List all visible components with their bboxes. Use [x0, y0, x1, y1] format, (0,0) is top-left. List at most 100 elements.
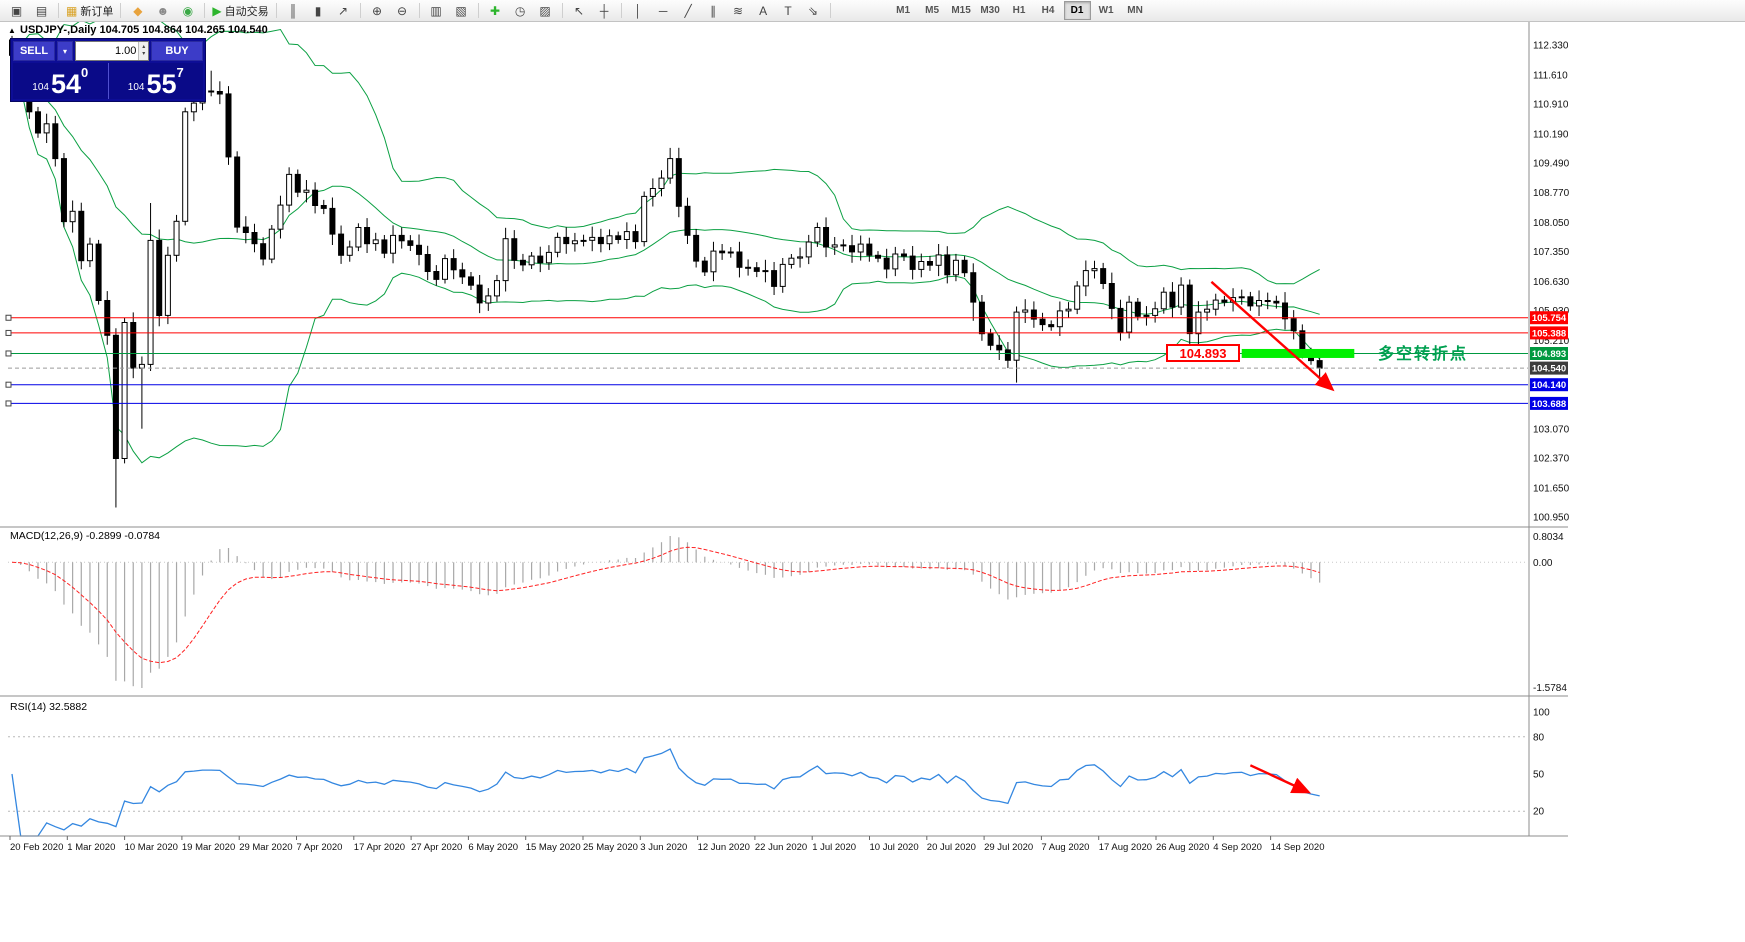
timeframe-m30[interactable]: M30 — [980, 5, 1000, 16]
price-chart[interactable]: 112.330 111.610 110.910 110.190 109.490 108.7… — [0, 22, 1745, 942]
vertical-line-icon[interactable]: │ — [626, 2, 651, 20]
date-label: 29 Jul 2020 — [984, 842, 1033, 853]
timeframe-m15[interactable]: M15 — [951, 5, 971, 16]
channel-icon[interactable]: ∥ — [701, 2, 726, 20]
trendline-icon[interactable]: ╱ — [676, 2, 701, 20]
bid-pip-digit: 0 — [81, 65, 89, 80]
timeframe-m1[interactable]: M1 — [896, 5, 911, 16]
timeframe-h1[interactable]: H1 — [1012, 5, 1026, 16]
date-label: 22 Jun 2020 — [755, 842, 807, 853]
rsi-indicator-label: RSI(14) 32.5882 — [10, 701, 88, 713]
candle — [632, 231, 639, 243]
line-anchor-marker[interactable] — [5, 314, 12, 321]
candle — [580, 239, 587, 242]
candle — [43, 123, 50, 134]
candle — [346, 246, 353, 256]
quote-display: 104 54 0 104 55 7 — [13, 63, 203, 99]
spin-up-icon[interactable]: ▴ — [142, 44, 146, 50]
candle — [320, 205, 327, 209]
bar-chart-icon[interactable]: ║ — [281, 2, 306, 20]
candlestick-chart-icon[interactable]: ▮ — [306, 2, 331, 20]
candle — [364, 227, 371, 245]
sell-button[interactable]: SELL — [13, 41, 55, 61]
date-label: 26 Aug 2020 — [1156, 842, 1209, 853]
turning-point-note[interactable]: 多空转折点 — [1378, 346, 1469, 363]
date-label: 4 Sep 2020 — [1213, 842, 1262, 853]
label-tool-icon[interactable]: T — [776, 2, 801, 20]
timeframe-mn[interactable]: MN — [1127, 5, 1143, 16]
candle — [935, 254, 942, 266]
profiles-window-icon[interactable]: ▤ — [29, 2, 54, 20]
bar-chart-icon: ║ — [288, 3, 298, 18]
navigator-icon[interactable]: ◉ — [175, 2, 200, 20]
candle — [1316, 360, 1323, 369]
new-order-button[interactable]: ▦ 新订单 — [63, 2, 116, 20]
line-anchor-marker[interactable] — [5, 400, 12, 407]
timeframe-w1[interactable]: W1 — [1098, 5, 1114, 16]
templates-icon[interactable]: ▨ — [533, 2, 558, 20]
horizontal-line-icon[interactable]: ─ — [651, 2, 676, 20]
buy-button[interactable]: BUY — [151, 41, 203, 61]
candle — [849, 245, 856, 253]
cursor-icon[interactable]: ↖ — [567, 2, 592, 20]
trade-panel-collapse-icon[interactable]: ▲ — [8, 26, 16, 35]
candlestick-chart-icon: ▮ — [314, 3, 322, 18]
turning-point-highlight-band[interactable] — [1241, 348, 1355, 358]
price-badge — [1530, 396, 1568, 410]
fibonacci-icon[interactable]: ≋ — [726, 2, 751, 20]
tile-windows-icon[interactable]: ▥ — [424, 2, 449, 20]
candle — [1030, 309, 1037, 320]
add-indicator-icon[interactable]: ✚ — [483, 2, 508, 20]
toolbar-separator — [359, 3, 361, 18]
text-tool-icon[interactable]: A — [751, 2, 776, 20]
candle — [502, 238, 509, 282]
crosshair-icon[interactable]: ┼ — [592, 2, 617, 20]
navigator-icon: ◉ — [182, 3, 194, 18]
price-label: 103.070 — [1533, 425, 1570, 436]
candle — [987, 333, 994, 346]
candle — [675, 158, 682, 207]
ask-price[interactable]: 104 55 7 — [109, 63, 204, 99]
line-anchor-marker[interactable] — [5, 350, 12, 357]
spin-down-icon[interactable]: ▾ — [142, 51, 146, 57]
crosshair-icon: ┼ — [599, 3, 609, 18]
autotrading-button[interactable]: ▶ 自动交易 — [209, 2, 271, 20]
candle — [528, 255, 535, 266]
line-chart-icon[interactable]: ↗ — [331, 2, 356, 20]
candle — [130, 322, 137, 369]
price-flag-annotation[interactable]: 104.893 — [1166, 344, 1240, 362]
candle — [1134, 301, 1141, 317]
candle — [173, 220, 180, 256]
arrows-tool-icon[interactable]: ⇘ — [801, 2, 826, 20]
candle — [926, 261, 933, 266]
volume-stepper[interactable]: ▴ ▾ — [138, 42, 148, 60]
zoom-out-icon[interactable]: ⊖ — [390, 2, 415, 20]
timeframe-m5[interactable]: M5 — [925, 5, 940, 16]
market-watch-icon[interactable]: ☻ — [150, 2, 175, 20]
line-anchor-marker[interactable] — [5, 329, 12, 336]
period-clock-icon[interactable]: ◷ — [508, 2, 533, 20]
line-anchor-marker[interactable] — [5, 381, 12, 388]
timeframe-d1[interactable]: D1 — [1063, 1, 1091, 20]
date-label: 7 Aug 2020 — [1041, 842, 1089, 853]
rsi-line — [11, 748, 1320, 837]
metaeditor-icon[interactable]: ◆ — [125, 2, 150, 20]
bid-price[interactable]: 104 54 0 — [13, 63, 108, 99]
chart-window-icon[interactable]: ▣ — [4, 2, 29, 20]
zoom-in-icon[interactable]: ⊕ — [365, 2, 390, 20]
ask-big-digits: 55 — [146, 69, 177, 99]
candle — [537, 255, 544, 264]
volume-input[interactable] — [76, 42, 139, 60]
arrange-windows-icon[interactable]: ▧ — [449, 2, 474, 20]
candle — [684, 205, 691, 236]
candle — [398, 234, 405, 242]
candle — [1039, 318, 1046, 326]
candle — [277, 204, 284, 230]
metaeditor-icon: ◆ — [133, 3, 143, 18]
candle — [823, 227, 830, 248]
bearish-arrow-annotation[interactable] — [1210, 280, 1335, 392]
cursor-icon: ↖ — [574, 3, 585, 18]
rsi-bearish-arrow[interactable] — [1249, 764, 1312, 794]
volume-dropdown-icon[interactable]: ▾ — [57, 41, 73, 61]
timeframe-h4[interactable]: H4 — [1041, 5, 1055, 16]
